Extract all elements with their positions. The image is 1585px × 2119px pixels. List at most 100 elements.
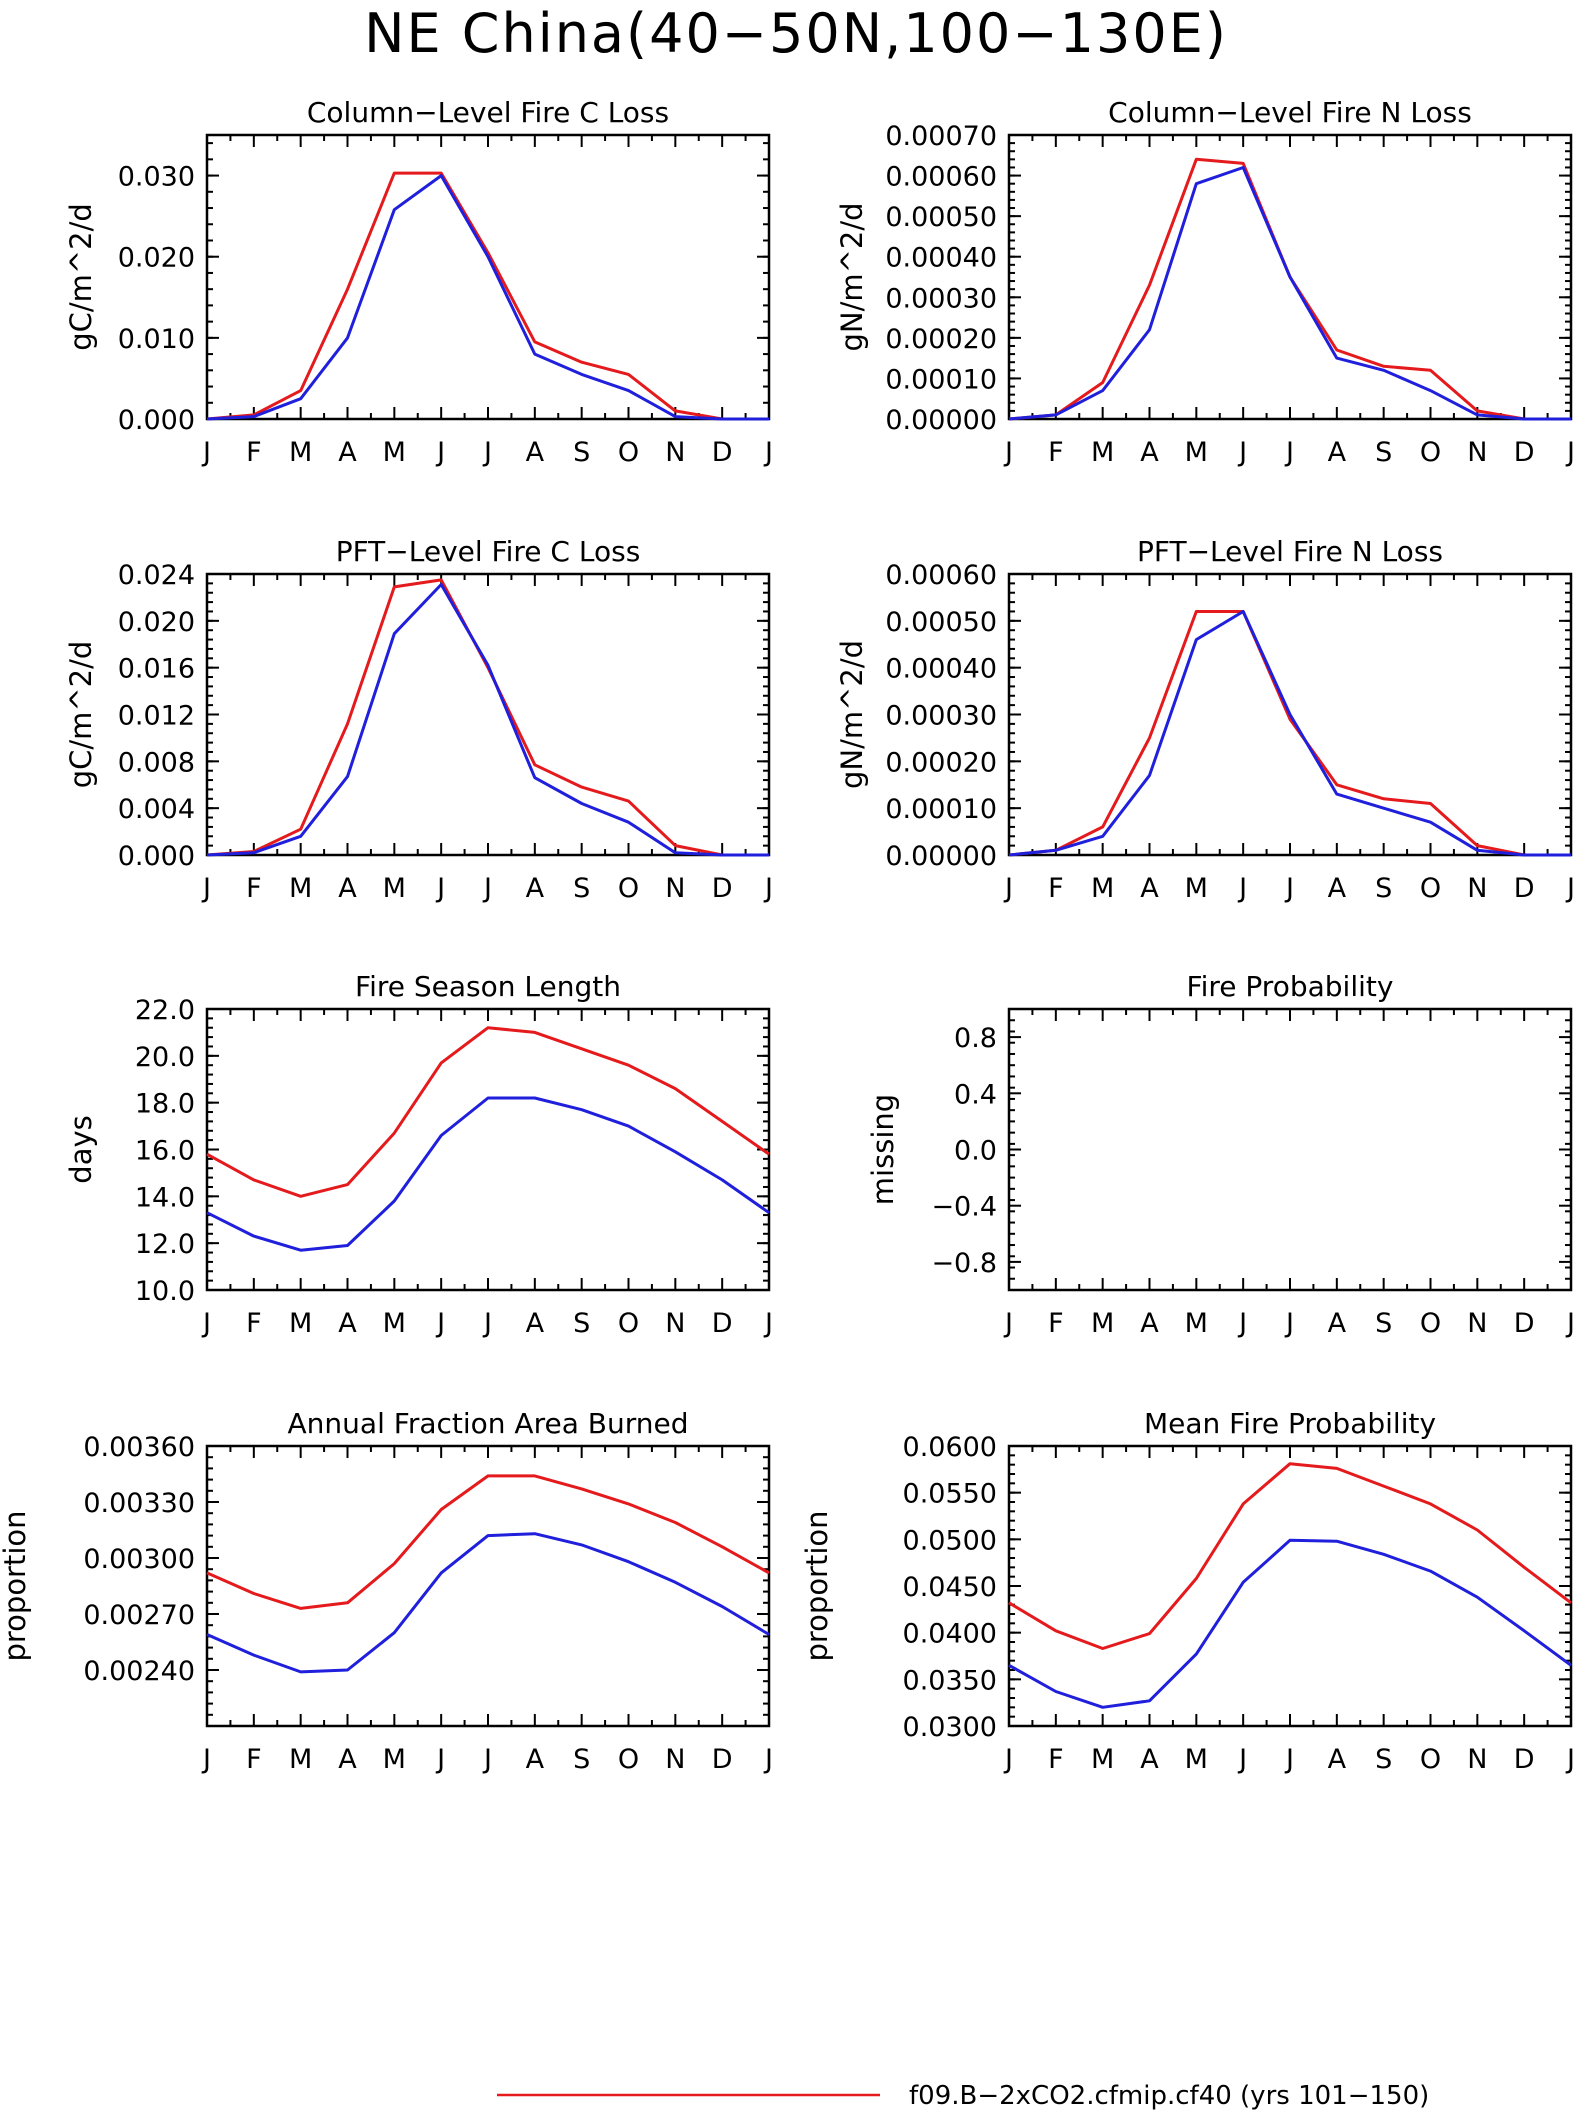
chart-6-xtick-label: M: [383, 1744, 406, 1775]
chart-3-xtick-label: F: [1048, 873, 1064, 904]
chart-7-xtick-label: D: [1514, 1744, 1535, 1775]
chart-4-title: Fire Season Length: [355, 970, 621, 1003]
chart-6-xtick-label: M: [289, 1744, 312, 1775]
chart-3-xtick-label: J: [1003, 873, 1013, 904]
chart-0-ylabel: gC/m^2/d: [64, 203, 98, 351]
chart-2-ytick-label: 0.020: [118, 607, 195, 638]
chart-1-ylabel: gN/m^2/d: [835, 202, 869, 351]
chart-0-xtick-label: F: [246, 437, 262, 468]
chart-1-ytick-label: 0.00000: [885, 405, 997, 436]
chart-1-title: Column−Level Fire N Loss: [1108, 96, 1472, 129]
chart-1-ytick-label: 0.00040: [885, 243, 997, 274]
chart-3-xtick-label: D: [1514, 873, 1535, 904]
chart-1-xtick-label: J: [1003, 437, 1013, 468]
chart-7-series-red-line: [1008, 1462, 1572, 1650]
chart-0-title: Column−Level Fire C Loss: [307, 96, 669, 129]
chart-6-xtick-label: F: [246, 1744, 262, 1775]
chart-7-plot-frame: [1007, 1444, 1573, 1728]
chart-4-ytick-label: 18.0: [135, 1089, 195, 1120]
chart-4-ytick-label: 22.0: [135, 995, 195, 1026]
chart-2-xtick-label: D: [712, 873, 733, 904]
chart-4-xtick-label: A: [338, 1308, 357, 1339]
chart-4-series-red-line: [206, 1026, 770, 1198]
chart-6-series-blue-line: [206, 1532, 770, 1674]
chart-0-xtick-label: S: [573, 437, 590, 468]
chart-1-xtick-label: J: [1284, 437, 1294, 468]
chart-5-ylabel: missing: [866, 1094, 900, 1205]
chart-4-xtick-label: J: [201, 1308, 211, 1339]
chart-7-ytick-label: 0.0550: [903, 1479, 997, 1510]
chart-4-ytick-label: 20.0: [135, 1042, 195, 1073]
chart-3-ylabel: gN/m^2/d: [835, 640, 869, 789]
chart-7-ylabel: proportion: [800, 1510, 834, 1661]
chart-7-title: Mean Fire Probability: [1144, 1407, 1436, 1440]
chart-2-xtick-label: N: [665, 873, 685, 904]
chart-1-ytick-label: 0.00020: [885, 324, 997, 355]
chart-0-ytick-label: 0.000: [118, 405, 195, 436]
chart-5-plot-frame: [1007, 1007, 1573, 1292]
chart-4-ytick-label: 14.0: [135, 1182, 195, 1213]
chart-7-xtick-label: J: [1565, 1744, 1575, 1775]
chart-4-series-blue-line: [206, 1096, 770, 1252]
chart-6-xtick-label: J: [482, 1744, 492, 1775]
chart-7-ytick-label: 0.0300: [903, 1712, 997, 1743]
figure-title: NE China(40−50N,100−130E): [364, 2, 1228, 65]
chart-5-xtick-label: N: [1467, 1308, 1487, 1339]
chart-3-ytick-label: 0.00000: [885, 841, 997, 872]
chart-5-ytick-label: 0.4: [954, 1079, 997, 1110]
chart-5-ytick-label: −0.4: [931, 1192, 997, 1223]
chart-6-ytick-label: 0.00360: [83, 1432, 195, 1463]
chart-6-title: Annual Fraction Area Burned: [288, 1407, 689, 1440]
chart-3-xtick-label: J: [1237, 873, 1247, 904]
chart-6-xtick-label: O: [618, 1744, 639, 1775]
chart-3-ytick-label: 0.00050: [885, 607, 997, 638]
chart-3-ytick-label: 0.00030: [885, 701, 997, 732]
chart-0-xtick-label: N: [665, 437, 685, 468]
chart-5-ytick-label: −0.8: [931, 1248, 997, 1279]
chart-1-xtick-label: N: [1467, 437, 1487, 468]
chart-7-xtick-label: F: [1048, 1744, 1064, 1775]
chart-0-series-red-line: [206, 171, 769, 421]
chart-1-xtick-label: S: [1375, 437, 1392, 468]
chart-5-ytick-label: 0.8: [954, 1023, 997, 1054]
chart-2-xtick-label: S: [573, 873, 590, 904]
chart-1-xtick-label: M: [1185, 437, 1208, 468]
chart-6-ytick-label: 0.00240: [83, 1656, 195, 1687]
chart-0-xtick-label: J: [435, 437, 445, 468]
chart-3-ytick-label: 0.00040: [885, 654, 997, 685]
chart-4-ytick-label: 16.0: [135, 1136, 195, 1167]
chart-4-xtick-label: F: [246, 1308, 262, 1339]
chart-3-ytick-label: 0.00010: [885, 794, 997, 825]
chart-2-xtick-label: A: [526, 873, 545, 904]
chart-3-xtick-label: J: [1565, 873, 1575, 904]
chart-0-ytick-label: 0.010: [118, 324, 195, 355]
chart-2-xtick-label: F: [246, 873, 262, 904]
chart-0-series-blue-line: [206, 174, 769, 421]
chart-2-xtick-label: J: [435, 873, 445, 904]
chart-4-xtick-label: S: [573, 1308, 590, 1339]
chart-5-xtick-label: J: [1565, 1308, 1575, 1339]
chart-6-xtick-label: D: [712, 1744, 733, 1775]
chart-5-xtick-label: S: [1375, 1308, 1392, 1339]
chart-3-xtick-label: M: [1091, 873, 1114, 904]
chart-0-xtick-label: A: [338, 437, 357, 468]
chart-5-xtick-label: O: [1420, 1308, 1441, 1339]
chart-2-ytick-label: 0.024: [118, 560, 195, 591]
chart-3-ytick-label: 0.00060: [885, 560, 997, 591]
chart-4-xtick-label: D: [712, 1308, 733, 1339]
chart-0-xtick-label: M: [383, 437, 406, 468]
chart-6-ytick-label: 0.00330: [83, 1488, 195, 1519]
chart-6-ytick-label: 0.00300: [83, 1544, 195, 1575]
chart-3-xtick-label: O: [1420, 873, 1441, 904]
chart-2-xtick-label: J: [201, 873, 211, 904]
chart-0-xtick-label: J: [482, 437, 492, 468]
chart-6-xtick-label: S: [573, 1744, 590, 1775]
chart-3-xtick-label: A: [1140, 873, 1159, 904]
chart-5-ytick-label: 0.0: [954, 1136, 997, 1167]
chart-1-xtick-label: J: [1565, 437, 1575, 468]
chart-2-ytick-label: 0.000: [118, 841, 195, 872]
chart-5-xtick-label: J: [1284, 1308, 1294, 1339]
chart-7-xtick-label: O: [1420, 1744, 1441, 1775]
